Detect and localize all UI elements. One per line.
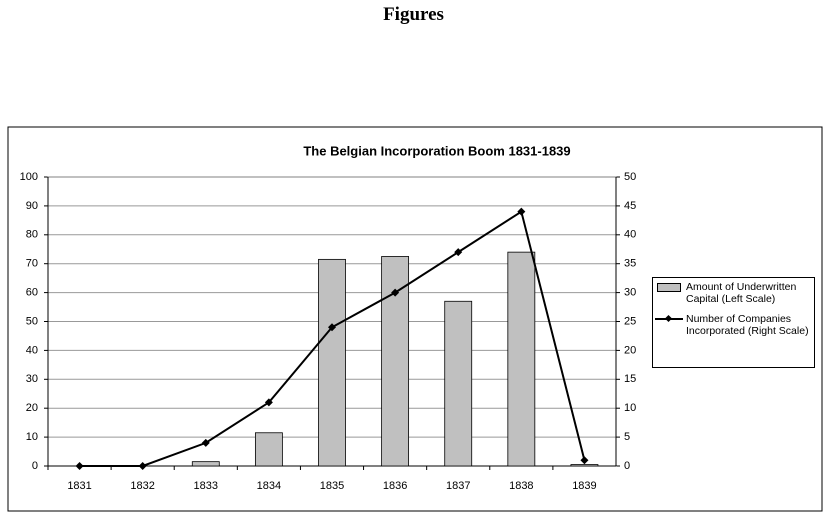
y2-tick-label: 5 (624, 431, 630, 443)
y2-tick-label: 30 (624, 287, 636, 299)
legend-key (655, 313, 683, 325)
bar (570, 464, 599, 467)
bar (381, 256, 410, 467)
y2-tick-label: 40 (624, 229, 636, 241)
y2-tick-label: 0 (624, 460, 630, 472)
legend-key (655, 281, 683, 293)
line-marker (328, 323, 336, 332)
y-tick-label: 80 (26, 229, 38, 241)
line-marker (138, 462, 147, 470)
x-tick-label: 1833 (194, 480, 218, 492)
y2-tick-label: 20 (624, 344, 636, 356)
line-marker (264, 398, 273, 407)
legend: Amount of Underwritten Capital (Left Sca… (652, 277, 815, 368)
x-tick-label: 1834 (257, 480, 281, 492)
legend-label: Number of Companies Incorporated (Right … (686, 313, 809, 337)
x-tick-label: 1839 (572, 480, 596, 492)
y-tick-label: 50 (26, 315, 38, 327)
x-tick-label: 1836 (383, 480, 407, 492)
y-tick-label: 90 (26, 200, 38, 212)
y-tick-label: 30 (26, 373, 38, 385)
y-tick-label: 0 (32, 460, 38, 472)
line-marker (517, 207, 526, 216)
x-tick-label: 1838 (509, 480, 533, 492)
x-tick-label: 1835 (320, 480, 344, 492)
y-tick-label: 40 (26, 344, 38, 356)
y-tick-label: 10 (26, 431, 38, 443)
y-tick-label: 60 (26, 287, 38, 299)
bar (318, 258, 346, 467)
y-tick-label: 70 (26, 258, 38, 270)
y-tick-label: 100 (20, 171, 38, 183)
y2-tick-label: 45 (624, 200, 636, 212)
chart-title: The Belgian Incorporation Boom 1831-1839 (303, 143, 570, 158)
line-marker (75, 462, 84, 470)
y2-tick-label: 15 (624, 373, 636, 385)
bar (444, 300, 473, 467)
bar (254, 432, 283, 467)
x-tick-label: 1831 (67, 480, 91, 492)
line-marker (391, 288, 400, 297)
y2-tick-label: 25 (624, 315, 636, 327)
bar (191, 461, 220, 467)
legend-item: Amount of Underwritten Capital (Left Sca… (655, 281, 812, 305)
y2-tick-label: 35 (624, 258, 636, 270)
y-tick-label: 20 (26, 402, 38, 414)
y2-tick-label: 10 (624, 402, 636, 414)
line-marker (201, 438, 210, 447)
line-marker (454, 248, 463, 257)
legend-item: Number of Companies Incorporated (Right … (655, 313, 812, 337)
x-tick-label: 1832 (130, 480, 154, 492)
page-heading: Figures (383, 4, 444, 25)
y2-tick-label: 50 (624, 171, 636, 183)
legend-label: Amount of Underwritten Capital (Left Sca… (686, 281, 797, 305)
bar (507, 251, 536, 467)
x-tick-label: 1837 (446, 480, 470, 492)
line-marker (580, 456, 589, 465)
